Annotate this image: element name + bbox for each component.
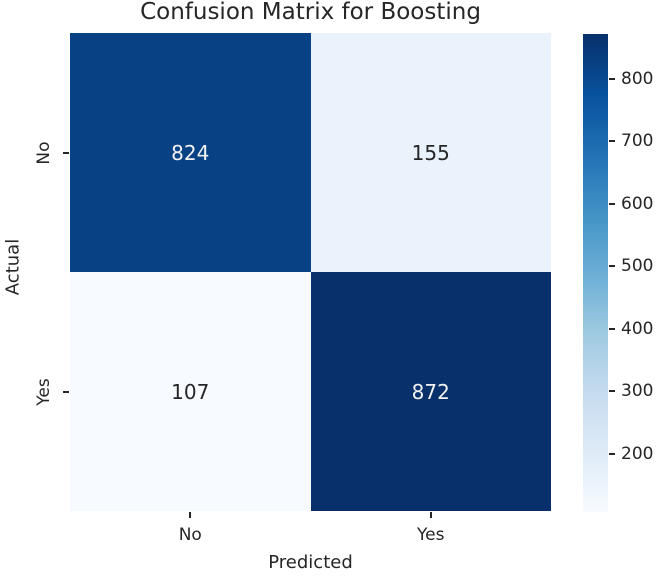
colorbar-tick-mark — [609, 77, 615, 80]
colorbar-tick-label-300: 300 — [621, 381, 654, 402]
colorbar-tick-label-600: 600 — [621, 193, 654, 214]
y-tick-mark — [63, 151, 69, 154]
x-tick-label-Yes: Yes — [417, 525, 445, 545]
colorbar-tick-mark — [609, 452, 615, 455]
colorbar-tick-mark — [609, 265, 615, 268]
y-tick-mark — [63, 390, 69, 393]
colorbar-tick-mark — [609, 390, 615, 393]
heatmap-cell-No-Yes: 155 — [310, 33, 551, 272]
x-tick-mark — [429, 512, 432, 518]
colorbar-tick-label-500: 500 — [621, 256, 654, 277]
x-axis-label: Predicted — [268, 552, 353, 573]
colorbar-tick-label-200: 200 — [621, 443, 654, 464]
colorbar-gradient — [583, 34, 608, 512]
colorbar-tick-label-800: 800 — [621, 68, 654, 89]
x-tick-label-No: No — [178, 525, 202, 545]
x-tick-mark — [189, 512, 192, 518]
heatmap-cell-Yes-Yes: 872 — [310, 272, 551, 511]
heatmap-cell-No-No: 824 — [70, 33, 311, 272]
y-axis-label: Actual — [2, 238, 24, 296]
heatmap-cell-Yes-No: 107 — [70, 272, 311, 511]
colorbar-tick-mark — [609, 327, 615, 330]
heatmap-grid: 824 155 107 872 — [70, 33, 551, 511]
colorbar-tick-mark — [609, 140, 615, 143]
colorbar-tick-mark — [609, 202, 615, 205]
y-tick-label-Yes: Yes — [34, 377, 54, 406]
x-axis-ticks: No Yes — [70, 511, 551, 557]
y-tick-label-No: No — [34, 140, 54, 165]
colorbar-tick-label-700: 700 — [621, 131, 654, 152]
y-axis-ticks: No Yes — [0, 33, 70, 511]
colorbar-tick-labels: 200 300 400 500 600 700 800 — [608, 34, 665, 512]
colorbar-tick-label-400: 400 — [621, 318, 654, 339]
chart-title: Confusion Matrix for Boosting — [140, 0, 481, 25]
